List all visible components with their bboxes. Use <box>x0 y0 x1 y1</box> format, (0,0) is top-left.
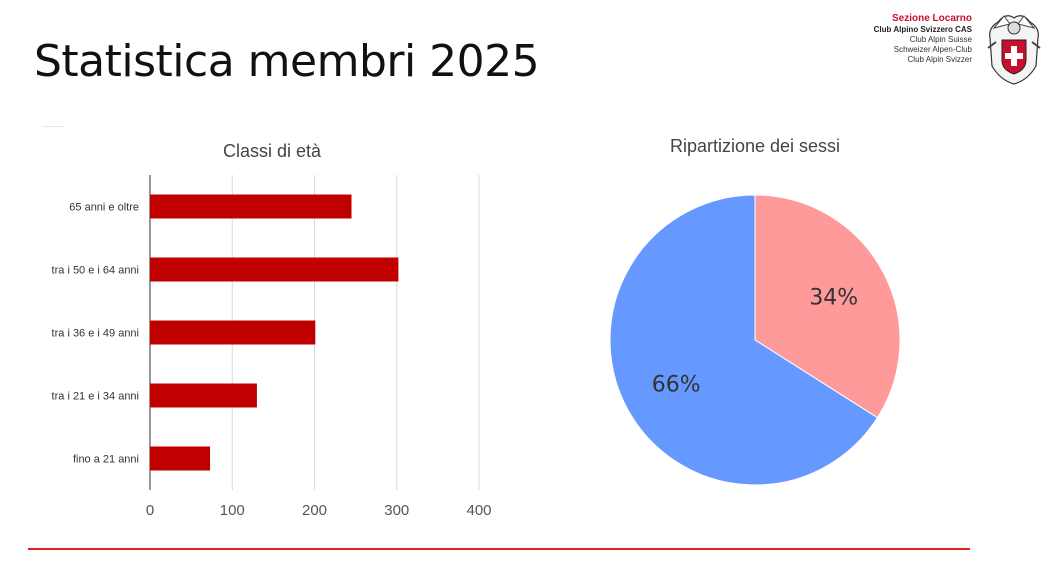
logo-club-name-rm: Club Alpin Svizzer <box>907 55 972 64</box>
bar <box>150 446 211 471</box>
pie-slice <box>754 194 901 419</box>
x-tick-label: 400 <box>466 502 491 519</box>
x-tick-label: 300 <box>384 502 409 519</box>
logo-club-name: Club Alpino Svizzero CAS <box>873 25 972 34</box>
x-tick-label: 200 <box>302 502 327 519</box>
slice-label: 66% <box>652 372 701 397</box>
bar <box>150 257 399 282</box>
logo-club-name-fr: Club Alpin Suisse <box>909 35 972 44</box>
bar <box>150 320 316 345</box>
bar-chart-title: Classi di età <box>223 141 322 161</box>
category-label: 65 anni e oltre <box>69 202 139 214</box>
slice-label: 34% <box>809 286 858 311</box>
gender-pie-chart: Ripartizione dei sessi 34% 66% <box>609 136 901 486</box>
decorative-dash <box>42 126 64 127</box>
logo-section-name: Sezione Locarno <box>891 13 972 24</box>
slide-title: Statistica membri 2025 <box>34 36 540 87</box>
x-tick-label: 0 <box>146 502 154 519</box>
logo-club-name-de: Schweizer Alpen-Club <box>893 45 972 54</box>
club-emblem-icon <box>987 15 1041 85</box>
x-tick-label: 100 <box>220 502 245 519</box>
footer-accent-line <box>28 548 970 550</box>
pie-chart-title: Ripartizione dei sessi <box>670 136 840 156</box>
category-label: tra i 21 e i 34 anni <box>52 391 139 403</box>
club-logo-text: Sezione Locarno Club Alpino Svizzero CAS… <box>874 14 972 65</box>
bar <box>150 194 352 219</box>
age-bar-chart: Classi di età 0 100 200 300 400 65 anni e oltr… <box>52 141 492 519</box>
bar <box>150 383 257 408</box>
category-label: fino a 21 anni <box>73 454 139 466</box>
category-label: tra i 36 e i 49 anni <box>52 328 139 340</box>
pie-slice <box>609 194 879 486</box>
category-label: tra i 50 e i 64 anni <box>52 265 139 277</box>
